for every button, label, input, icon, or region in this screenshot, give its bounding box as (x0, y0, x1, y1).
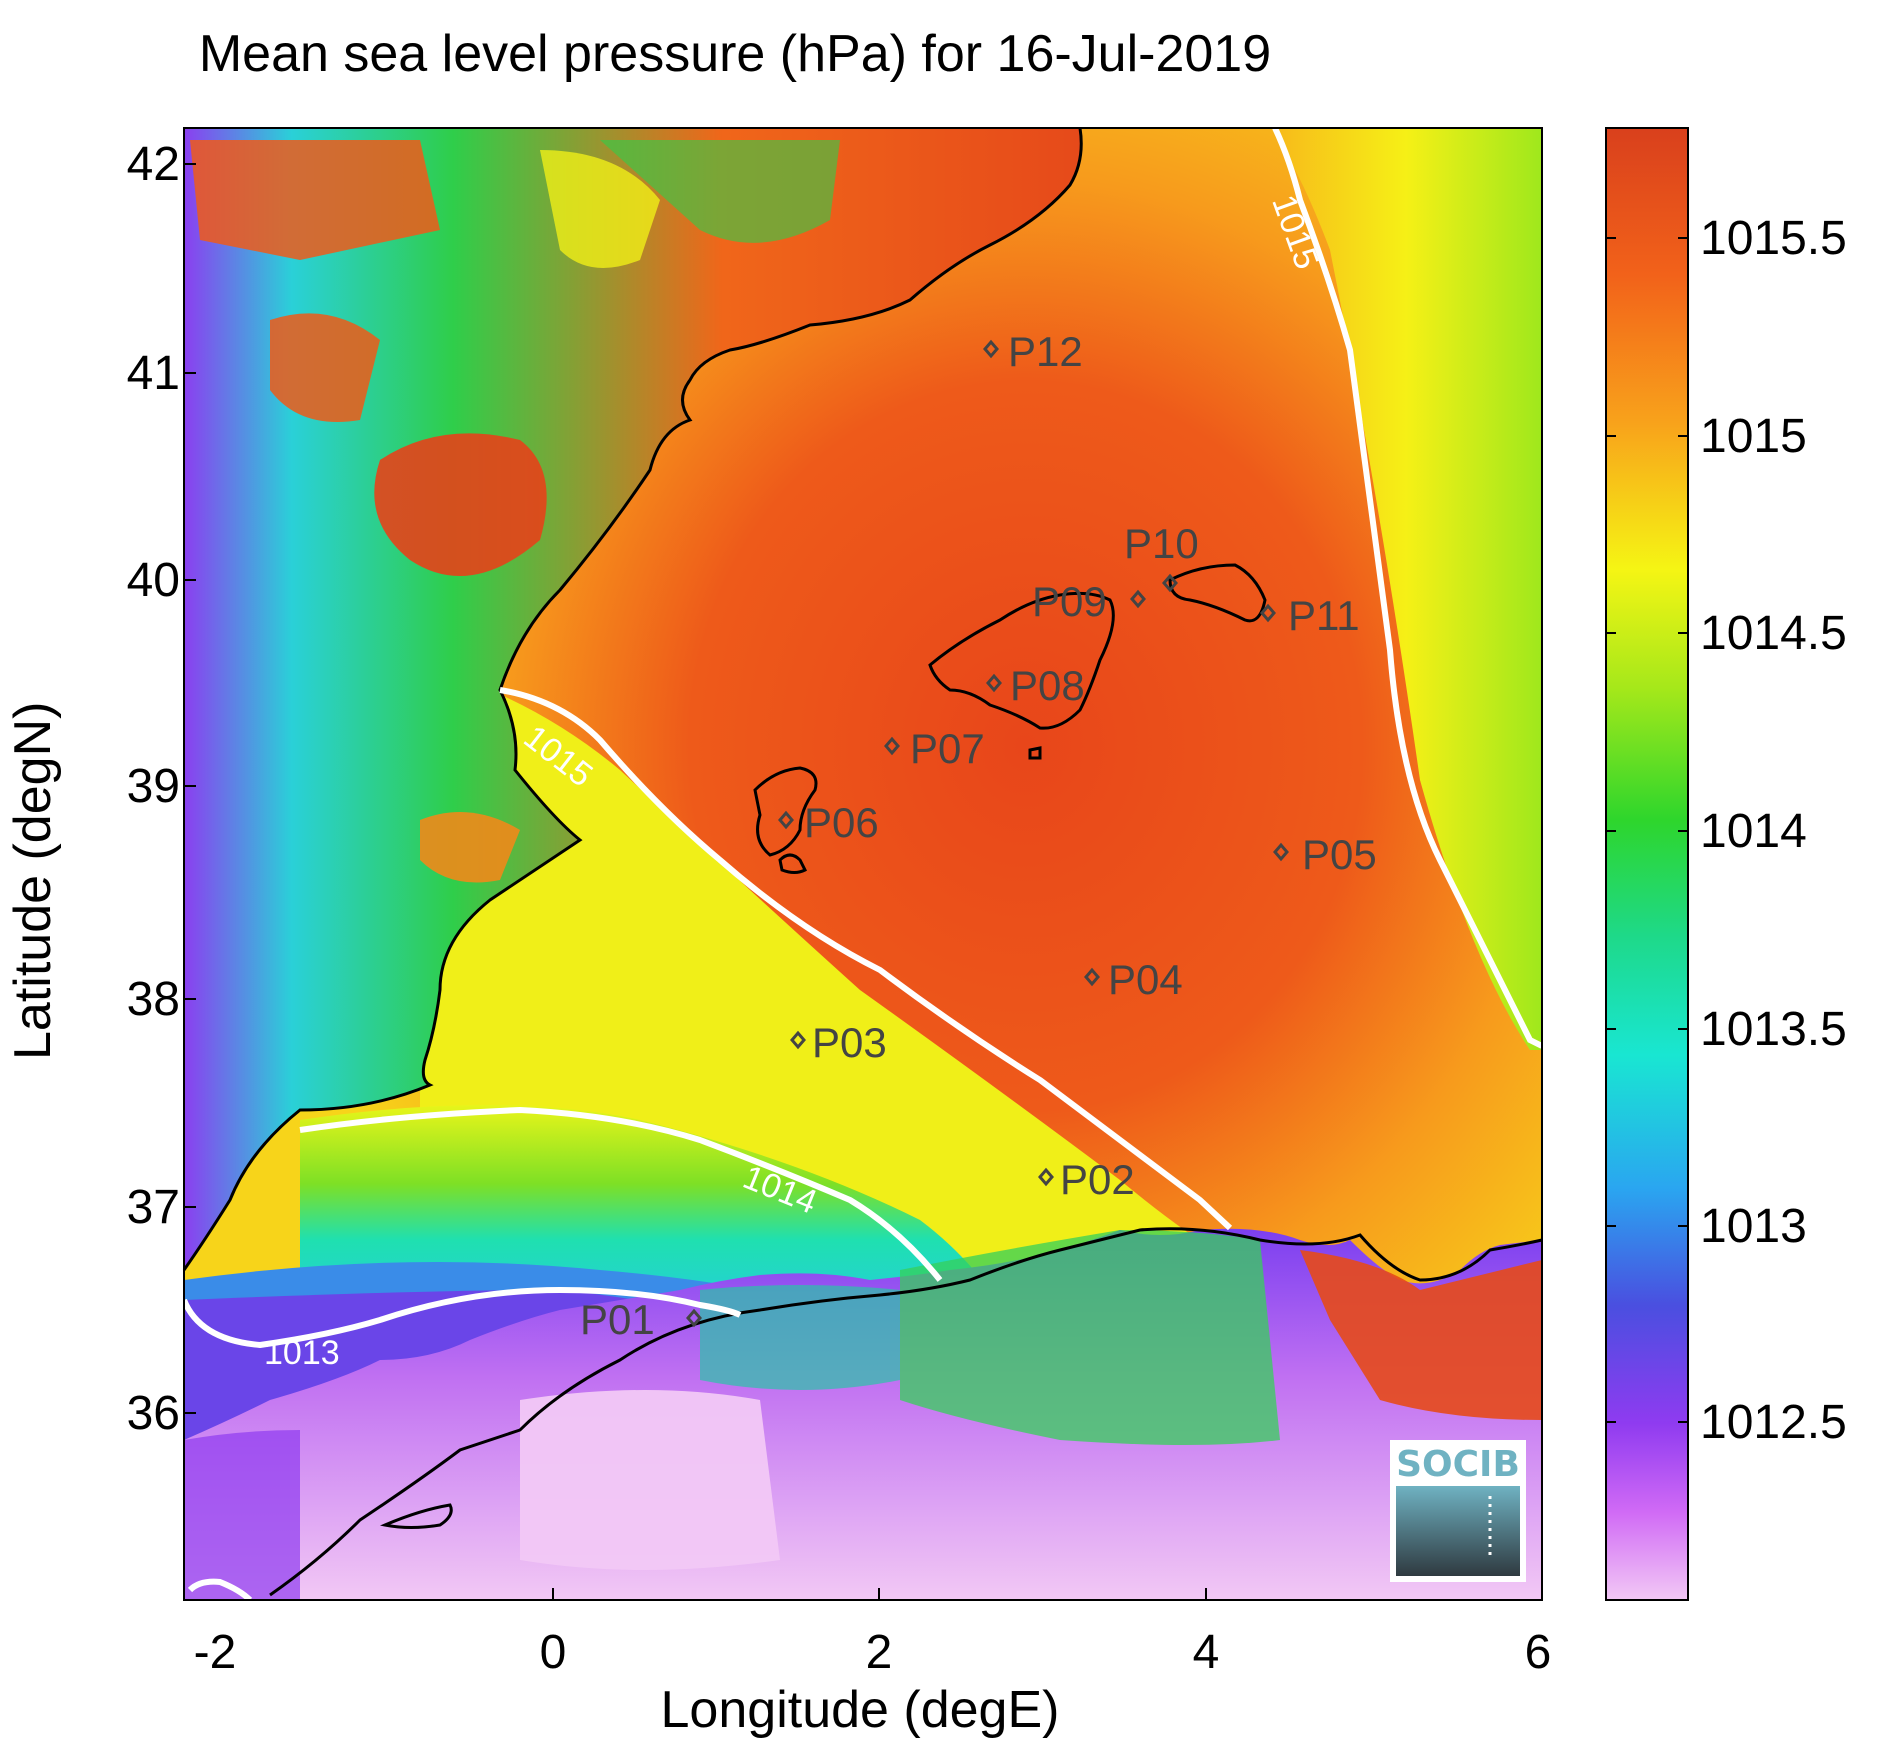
x-tick-4: 4 (1192, 1626, 1220, 1679)
map-title: Mean sea level pressure (hPa) for 16-Jul… (198, 25, 1272, 83)
x-tick-6: 6 (1524, 1626, 1552, 1679)
station-markers (686, 339, 1289, 1328)
x-tick-2: 2 (865, 1626, 893, 1679)
colorbar (1605, 127, 1689, 1601)
colorbar-tick-1014: 1014 (1700, 805, 1807, 858)
y-tick-39: 39 (126, 760, 180, 813)
socib-logo (1390, 1440, 1526, 1582)
station-label-p11: P11 (1288, 592, 1360, 639)
colorbar-tick-1013: 1013 (1700, 1200, 1807, 1253)
y-tick-42: 42 (126, 138, 180, 191)
logo-text: SOCIB (1396, 1444, 1520, 1485)
axis-ticks (184, 163, 1207, 1600)
plot-frame (183, 127, 1543, 1601)
station-label-p01: P01 (580, 1296, 655, 1343)
station-label-p06: P06 (804, 799, 879, 846)
station-label-p10: P10 (1124, 520, 1199, 567)
x-tick-0: 0 (539, 1626, 567, 1679)
station-label-p07: P07 (910, 725, 985, 772)
contour-label-1013: 1013 (264, 1334, 340, 1372)
y-tick-41: 41 (126, 347, 180, 400)
y-tick-38: 38 (126, 973, 180, 1026)
station-label-p02: P02 (1060, 1156, 1135, 1203)
x-axis-label: Longitude (degE) (660, 1681, 1060, 1739)
pressure-field (184, 128, 1542, 1600)
coastline (182, 127, 1543, 1597)
y-tick-36: 36 (126, 1387, 180, 1440)
y-tick-37: 37 (126, 1181, 180, 1234)
station-label-p03: P03 (812, 1019, 887, 1066)
y-tick-40: 40 (126, 554, 180, 607)
colorbar-tick-1013-5: 1013.5 (1700, 1003, 1847, 1056)
colorbar-tick-1012-5: 1012.5 (1700, 1396, 1847, 1449)
station-label-p04: P04 (1108, 956, 1183, 1003)
colorbar-tick-1014-5: 1014.5 (1700, 607, 1847, 660)
isobar-lines (181, 126, 1544, 1603)
station-label-p05: P05 (1302, 831, 1377, 878)
station-label-p09: P09 (1032, 578, 1107, 625)
station-label-p12: P12 (1008, 328, 1083, 375)
colorbar-ticks (1606, 237, 1688, 1423)
colorbar-tick-1015: 1015 (1700, 410, 1807, 463)
colorbar-tick-1015-5: 1015.5 (1700, 212, 1847, 265)
x-tick-minus2: -2 (193, 1626, 237, 1679)
station-label-p08: P08 (1010, 662, 1085, 709)
